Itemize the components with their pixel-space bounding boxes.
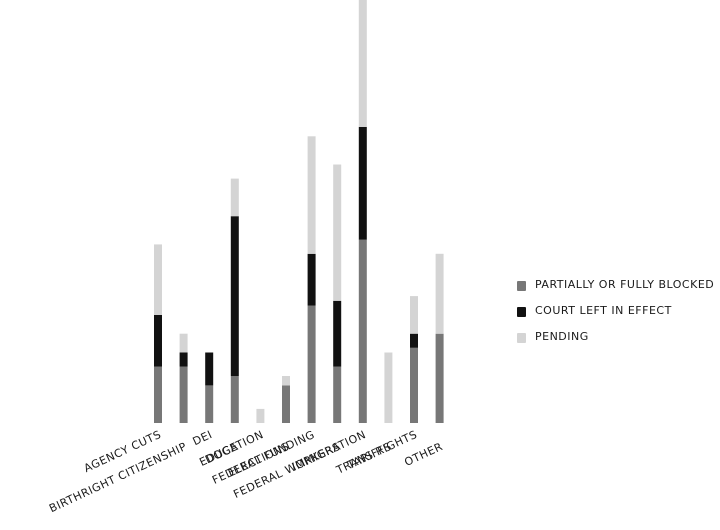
legend-swatch-blocked (517, 281, 526, 291)
bar-doge-partially-or-fully-blocked (230, 376, 239, 423)
bar-agency-cuts-partially-or-fully-blocked (154, 366, 162, 423)
bar-elections-partially-or-fully-blocked (282, 385, 290, 423)
bar-birthright-citizenship-court-left-in-effect (179, 352, 188, 367)
bar-federal-workers-partially-or-fully-blocked (333, 366, 342, 423)
legend-item-blocked: PARTIALLY OR FULLY BLOCKED (517, 278, 717, 292)
bar-doge-pending (230, 178, 239, 217)
bar-federal-workers-pending (333, 164, 342, 301)
legend-swatch-left-in-effect (517, 307, 526, 317)
bar-birthright-citizenship-pending (179, 333, 188, 353)
legend-label-blocked: PARTIALLY OR FULLY BLOCKED (535, 278, 715, 291)
bars-group (154, 0, 444, 423)
bar-immigration-partially-or-fully-blocked (358, 239, 367, 423)
legend-item-left-in-effect: COURT LEFT IN EFFECT (517, 304, 717, 318)
bar-dei-partially-or-fully-blocked (205, 385, 214, 423)
bar-other-pending (435, 253, 444, 334)
legend: PARTIALLY OR FULLY BLOCKED COURT LEFT IN… (517, 278, 717, 344)
legend-swatch-pending (517, 333, 526, 343)
bar-federal-funding-pending (307, 136, 316, 254)
bar-birthright-citizenship-partially-or-fully-blocked (179, 366, 188, 423)
bar-federal-workers-court-left-in-effect (333, 300, 342, 367)
bar-immigration-court-left-in-effect (358, 126, 367, 240)
bar-doge-court-left-in-effect (230, 216, 239, 376)
bar-agency-cuts-court-left-in-effect (154, 314, 162, 367)
bar-federal-funding-partially-or-fully-blocked (307, 305, 316, 423)
bar-education-pending (256, 408, 265, 423)
bar-trans-rights-pending (410, 296, 418, 334)
bar-dei-court-left-in-effect (205, 352, 214, 386)
category-label-dei: DEI (191, 428, 215, 448)
bar-trans-rights-partially-or-fully-blocked (410, 347, 418, 423)
legend-item-pending: PENDING (517, 330, 717, 344)
bar-trans-rights-court-left-in-effect (410, 333, 418, 348)
bar-other-partially-or-fully-blocked (435, 333, 444, 423)
legend-label-left-in-effect: COURT LEFT IN EFFECT (535, 304, 672, 317)
bar-tariffs-pending (384, 352, 393, 423)
legend-label-pending: PENDING (535, 330, 589, 343)
bar-agency-cuts-pending (154, 244, 162, 315)
bar-elections-pending (282, 376, 290, 386)
bar-federal-funding-court-left-in-effect (307, 253, 316, 306)
bar-immigration-pending (358, 0, 367, 127)
